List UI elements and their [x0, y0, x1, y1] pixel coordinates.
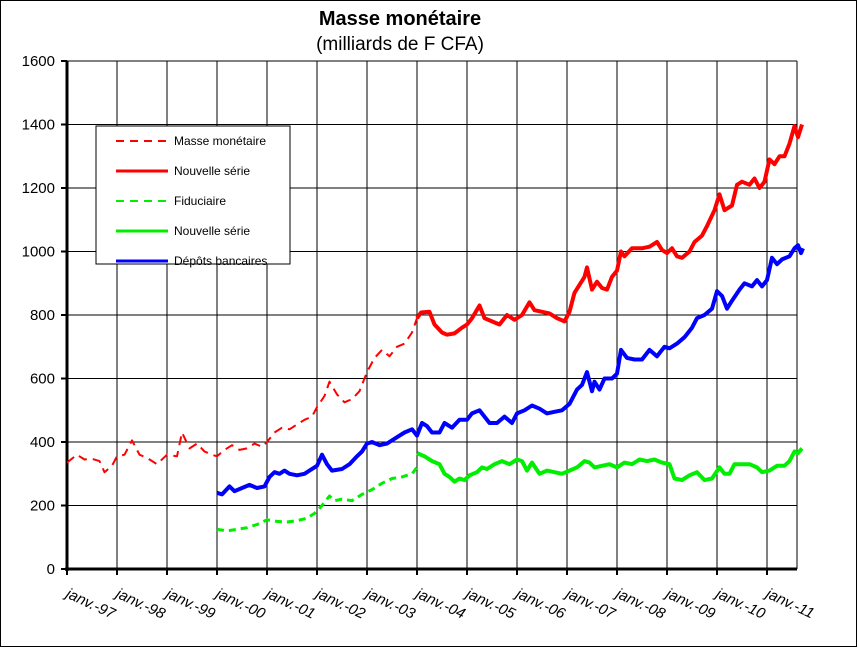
series-line-1 [415, 123, 804, 337]
y-tick-label: 1200 [22, 180, 55, 197]
x-tick-label: janv.-03 [361, 584, 418, 623]
chart-title: Masse monétaire [318, 8, 482, 30]
x-tick-label: janv.-06 [511, 584, 568, 623]
legend-label-4: Dépôts bancaires [174, 254, 267, 268]
chart-subtitle: (milliards de F CFA) [316, 34, 484, 55]
x-tick-label: janv.-01 [261, 584, 317, 622]
x-tick-label: janv.-99 [161, 584, 218, 623]
y-tick-label: 1600 [22, 53, 55, 70]
series-line-2 [216, 466, 419, 533]
x-tick-label: janv.-04 [411, 584, 467, 622]
x-tick-label: janv.-10 [711, 584, 768, 623]
legend-label-1: Nouvelle série [174, 164, 250, 178]
series-line-3 [416, 447, 804, 484]
x-tick-label: janv.-05 [461, 584, 518, 623]
y-tick-label: 600 [30, 371, 55, 388]
x-tick-label: janv.-00 [211, 584, 268, 623]
y-tick-label: 400 [30, 434, 55, 451]
x-tick-label: janv.-09 [661, 584, 718, 623]
x-tick-label: janv.-98 [111, 584, 168, 623]
legend-label-2: Fiduciaire [174, 194, 226, 208]
legend-label-3: Nouvelle série [174, 224, 250, 238]
series-line-0 [66, 317, 418, 474]
x-tick-label: janv.-07 [561, 584, 618, 623]
x-tick-label: janv.-08 [611, 584, 668, 623]
y-tick-label: 1400 [22, 117, 55, 134]
y-tick-label: 1000 [22, 244, 55, 261]
y-tick-label: 200 [30, 498, 55, 515]
legend-box [95, 125, 291, 265]
y-tick-label: 0 [47, 561, 55, 578]
y-tick-label: 800 [30, 307, 55, 324]
x-tick-label: janv.-11 [761, 584, 816, 622]
x-tick-label: janv.-97 [61, 584, 118, 623]
x-tick-label: janv.-02 [311, 584, 368, 623]
legend-label-0: Masse monétaire [174, 134, 266, 148]
series-line-4 [216, 243, 805, 497]
